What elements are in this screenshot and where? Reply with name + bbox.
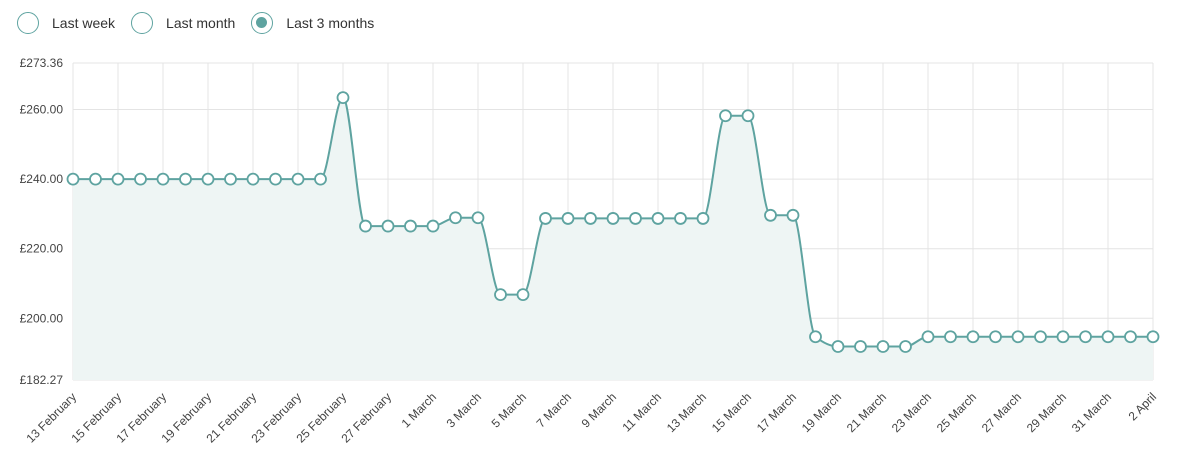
x-tick-label: 15 March: [709, 390, 754, 435]
data-point: [89, 172, 102, 186]
area-fill: [73, 97, 1153, 380]
x-tick-label: 25 March: [934, 390, 979, 435]
data-point: [876, 340, 890, 353]
data-point: [359, 219, 372, 233]
data-point: [494, 288, 507, 302]
data-point: [944, 330, 957, 344]
data-point: [1034, 330, 1047, 344]
radio-last-month[interactable]: Last month: [131, 12, 235, 34]
x-tick-label: 19 March: [799, 390, 844, 435]
data-point: [1146, 330, 1160, 344]
data-point: [291, 172, 305, 186]
data-point: [66, 172, 80, 186]
radio-button-icon[interactable]: [17, 12, 39, 34]
data-point: [899, 340, 912, 353]
x-tick-label: 5 March: [489, 390, 530, 431]
data-point: [786, 208, 800, 222]
data-point: [1056, 330, 1070, 344]
x-tick-label: 9 March: [579, 390, 620, 431]
data-point: [134, 172, 147, 186]
data-point: [584, 212, 597, 225]
data-point: [1124, 330, 1137, 344]
x-tick-label: 13 March: [664, 390, 709, 435]
data-point: [606, 212, 620, 225]
x-tick-label: 21 March: [844, 390, 889, 435]
x-tick-label: 27 March: [979, 390, 1024, 435]
data-point: [381, 219, 395, 233]
data-point: [471, 211, 485, 225]
data-point: [674, 212, 687, 225]
data-point: [989, 330, 1002, 344]
data-point: [426, 219, 440, 233]
data-point: [539, 212, 552, 225]
period-radio-group: Last week Last month Last 3 months: [17, 12, 390, 34]
price-history-chart: £273.36 £260.00 £240.00 £220.00 £200.00 £182.…: [0, 50, 1183, 464]
data-point: [449, 211, 462, 225]
y-tick-label: £182.27: [20, 373, 64, 387]
data-point: [696, 212, 710, 225]
data-point: [629, 212, 642, 225]
data-point: [246, 172, 260, 186]
x-tick-label: 1 March: [399, 390, 440, 431]
data-point: [314, 172, 327, 186]
radio-last-3-months[interactable]: Last 3 months: [251, 12, 374, 34]
y-tick-label: £273.36: [20, 56, 64, 70]
x-tick-label: 29 March: [1024, 390, 1069, 435]
x-tick-label: 11 March: [619, 390, 664, 435]
data-point: [404, 219, 417, 233]
radio-label-last-3-months[interactable]: Last 3 months: [286, 15, 375, 31]
data-point: [269, 172, 282, 186]
data-point: [1011, 330, 1025, 344]
y-tick-label: £260.00: [20, 102, 64, 116]
x-tick-label: 7 March: [534, 390, 575, 431]
data-point: [764, 208, 777, 222]
y-tick-label: £220.00: [20, 242, 64, 256]
data-point: [561, 212, 575, 225]
y-tick-label: £200.00: [20, 311, 64, 325]
x-tick-label: 31 March: [1069, 390, 1114, 435]
data-point: [156, 172, 170, 186]
x-tick-label: 2 April: [1126, 390, 1159, 423]
radio-label-last-month[interactable]: Last month: [166, 15, 236, 31]
data-point: [921, 330, 935, 344]
data-point: [516, 288, 530, 302]
radio-label-last-week[interactable]: Last week: [52, 15, 116, 31]
data-point: [854, 340, 867, 353]
data-point: [224, 172, 237, 186]
data-point: [336, 91, 350, 105]
data-point: [966, 330, 980, 344]
data-point: [1101, 330, 1115, 344]
x-tick-label: 3 March: [444, 390, 485, 431]
x-tick-label: 23 March: [889, 390, 934, 435]
data-point: [651, 212, 665, 225]
data-point: [111, 172, 125, 186]
radio-button-icon[interactable]: [131, 12, 154, 34]
x-tick-label: 17 March: [754, 390, 799, 435]
data-point: [831, 340, 845, 353]
price-line-chart-svg: £273.36 £260.00 £240.00 £220.00 £200.00 £182.…: [20, 56, 1160, 446]
radio-last-week[interactable]: Last week: [17, 12, 115, 34]
y-tick-label: £240.00: [20, 172, 64, 186]
data-point: [719, 109, 732, 123]
data-point: [201, 172, 215, 186]
data-point: [741, 109, 755, 123]
data-point: [179, 172, 192, 186]
radio-button-icon[interactable]: [251, 12, 274, 34]
data-point: [809, 330, 822, 344]
data-point: [1079, 330, 1092, 344]
